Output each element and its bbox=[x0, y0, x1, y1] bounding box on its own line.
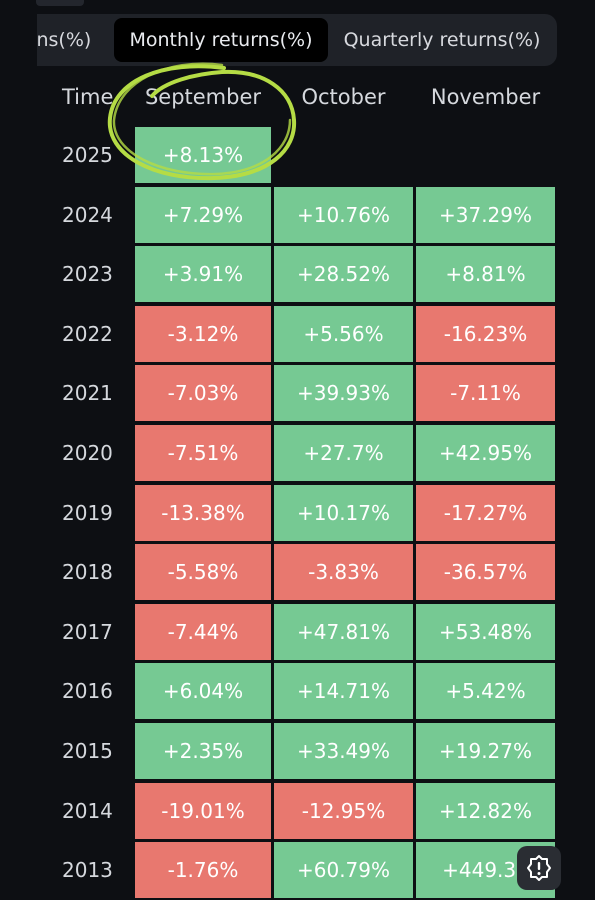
cell-september: +3.91% bbox=[135, 246, 271, 302]
cell-november: +19.27% bbox=[416, 723, 555, 779]
cell-november: +12.82% bbox=[416, 783, 555, 839]
row-year: 2025 bbox=[62, 143, 113, 167]
cell-october: +60.79% bbox=[274, 842, 413, 898]
cell-november: +37.29% bbox=[416, 187, 555, 243]
floating-action-button[interactable] bbox=[517, 846, 561, 890]
cell-september: +6.04% bbox=[135, 663, 271, 719]
cell-september: -7.03% bbox=[135, 365, 271, 421]
cell-september: +7.29% bbox=[135, 187, 271, 243]
cell-november: -7.11% bbox=[416, 365, 555, 421]
row-year: 2023 bbox=[62, 262, 113, 286]
cell-october: +14.71% bbox=[274, 663, 413, 719]
tab-yearly-returns[interactable]: rns(%) bbox=[37, 29, 92, 51]
row-year: 2021 bbox=[62, 381, 113, 405]
tab-quarterly-returns[interactable]: Quarterly returns(%) bbox=[343, 29, 541, 51]
cell-november: +8.81% bbox=[416, 246, 555, 302]
top-edge bbox=[0, 0, 595, 10]
cell-september: -19.01% bbox=[135, 783, 271, 839]
cell-september: +2.35% bbox=[135, 723, 271, 779]
cell-september: -5.58% bbox=[135, 544, 271, 600]
cell-september: -7.51% bbox=[135, 425, 271, 481]
cell-october: -3.83% bbox=[274, 544, 413, 600]
cell-november: -17.27% bbox=[416, 485, 555, 541]
cell-november: -36.57% bbox=[416, 544, 555, 600]
header-november: November bbox=[430, 85, 541, 109]
header-time: Time bbox=[62, 85, 114, 109]
cell-september: -3.12% bbox=[135, 306, 271, 362]
cell-november: -16.23% bbox=[416, 306, 555, 362]
cell-november: +5.42% bbox=[416, 663, 555, 719]
cell-november: +42.95% bbox=[416, 425, 555, 481]
cell-november: +53.48% bbox=[416, 604, 555, 660]
row-year: 2019 bbox=[62, 501, 113, 525]
cell-october: +33.49% bbox=[274, 723, 413, 779]
cell-october: +39.93% bbox=[274, 365, 413, 421]
cell-october: +27.7% bbox=[274, 425, 413, 481]
row-year: 2013 bbox=[62, 858, 113, 882]
cell-september: -1.76% bbox=[135, 842, 271, 898]
warning-shield-icon bbox=[527, 855, 551, 881]
row-year: 2024 bbox=[62, 203, 113, 227]
row-year: 2018 bbox=[62, 560, 113, 584]
cell-october: +5.56% bbox=[274, 306, 413, 362]
row-year: 2015 bbox=[62, 739, 113, 763]
cell-october: +10.76% bbox=[274, 187, 413, 243]
cell-september: -7.44% bbox=[135, 604, 271, 660]
cell-september: -13.38% bbox=[135, 485, 271, 541]
top-stub bbox=[36, 0, 84, 6]
row-year: 2014 bbox=[62, 799, 113, 823]
cell-october: +10.17% bbox=[274, 485, 413, 541]
returns-tab-bar: rns(%) Monthly returns(%) Quarterly retu… bbox=[37, 14, 557, 66]
row-year: 2016 bbox=[62, 679, 113, 703]
row-year: 2022 bbox=[62, 322, 113, 346]
cell-october: -12.95% bbox=[274, 783, 413, 839]
cell-october: +47.81% bbox=[274, 604, 413, 660]
cell-september: +8.13% bbox=[135, 127, 271, 183]
cell-october: +28.52% bbox=[274, 246, 413, 302]
right-edge bbox=[573, 0, 595, 900]
row-year: 2017 bbox=[62, 620, 113, 644]
header-october: October bbox=[301, 85, 386, 109]
header-september: September bbox=[144, 85, 262, 109]
tab-monthly-returns[interactable]: Monthly returns(%) bbox=[114, 18, 328, 62]
row-year: 2020 bbox=[62, 441, 113, 465]
